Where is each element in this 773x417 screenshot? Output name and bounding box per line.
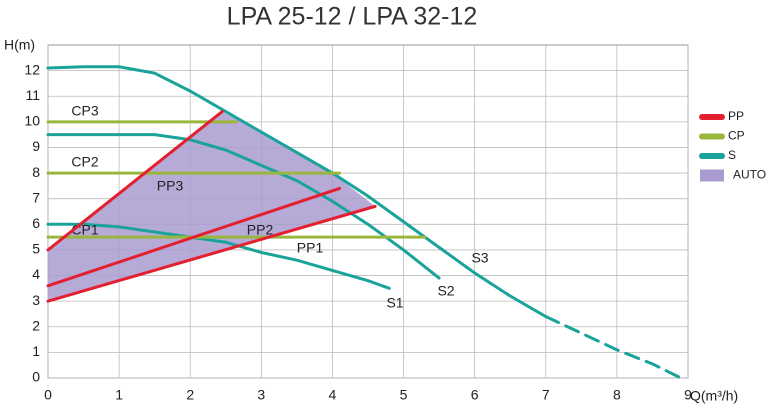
y-tick-label: 9 xyxy=(32,138,40,154)
legend-label: PP xyxy=(728,109,744,123)
y-tick-label: 10 xyxy=(24,113,40,129)
curve xyxy=(46,222,391,290)
y-tick-label: 2 xyxy=(32,317,40,333)
x-tick-label: 0 xyxy=(44,387,52,403)
curve-label: S3 xyxy=(471,250,488,266)
curve-label: CP2 xyxy=(71,154,98,170)
curve xyxy=(46,133,441,280)
y-tick-label: 12 xyxy=(24,61,40,77)
x-tick-label: 8 xyxy=(613,387,621,403)
y-tick-label: 0 xyxy=(32,369,40,385)
legend-label: CP xyxy=(728,129,745,143)
legend-label: AUTO xyxy=(733,168,766,182)
x-tick-label: 5 xyxy=(400,387,408,403)
y-tick-label: 8 xyxy=(32,164,40,180)
x-tick-label: 2 xyxy=(186,387,194,403)
y-tick-label: 11 xyxy=(25,87,40,103)
curve-label: S1 xyxy=(386,295,403,311)
x-tick-label: 4 xyxy=(329,387,337,403)
curve-label: CP3 xyxy=(71,103,98,119)
curve-label: S2 xyxy=(437,283,454,299)
y-tick-label: 6 xyxy=(32,215,40,231)
x-tick-label: 6 xyxy=(471,387,479,403)
legend-label: S xyxy=(728,148,736,162)
curve xyxy=(544,315,683,380)
x-tick-label: 1 xyxy=(115,387,123,403)
area xyxy=(48,111,376,302)
y-axis-label: H(m) xyxy=(4,37,35,53)
y-tick-label: 5 xyxy=(32,241,40,257)
curve xyxy=(46,110,224,252)
x-tick-label: 7 xyxy=(542,387,550,403)
x-axis-label: Q(m³/h) xyxy=(690,388,738,404)
curve-label: PP1 xyxy=(297,240,324,256)
legend-swatch xyxy=(700,169,724,182)
curve xyxy=(46,186,342,288)
curve-label: PP2 xyxy=(247,222,274,238)
y-tick-label: 7 xyxy=(32,189,40,205)
curve xyxy=(46,65,548,319)
x-tick-label: 9 xyxy=(684,387,692,403)
x-tick-label: 3 xyxy=(257,387,265,403)
y-tick-label: 3 xyxy=(32,292,40,308)
y-tick-label: 4 xyxy=(32,266,40,282)
curve xyxy=(46,204,377,303)
chart-title: LPA 25-12 / LPA 32-12 xyxy=(227,3,478,31)
y-tick-label: 1 xyxy=(32,343,40,359)
curve-label: PP3 xyxy=(157,178,184,194)
